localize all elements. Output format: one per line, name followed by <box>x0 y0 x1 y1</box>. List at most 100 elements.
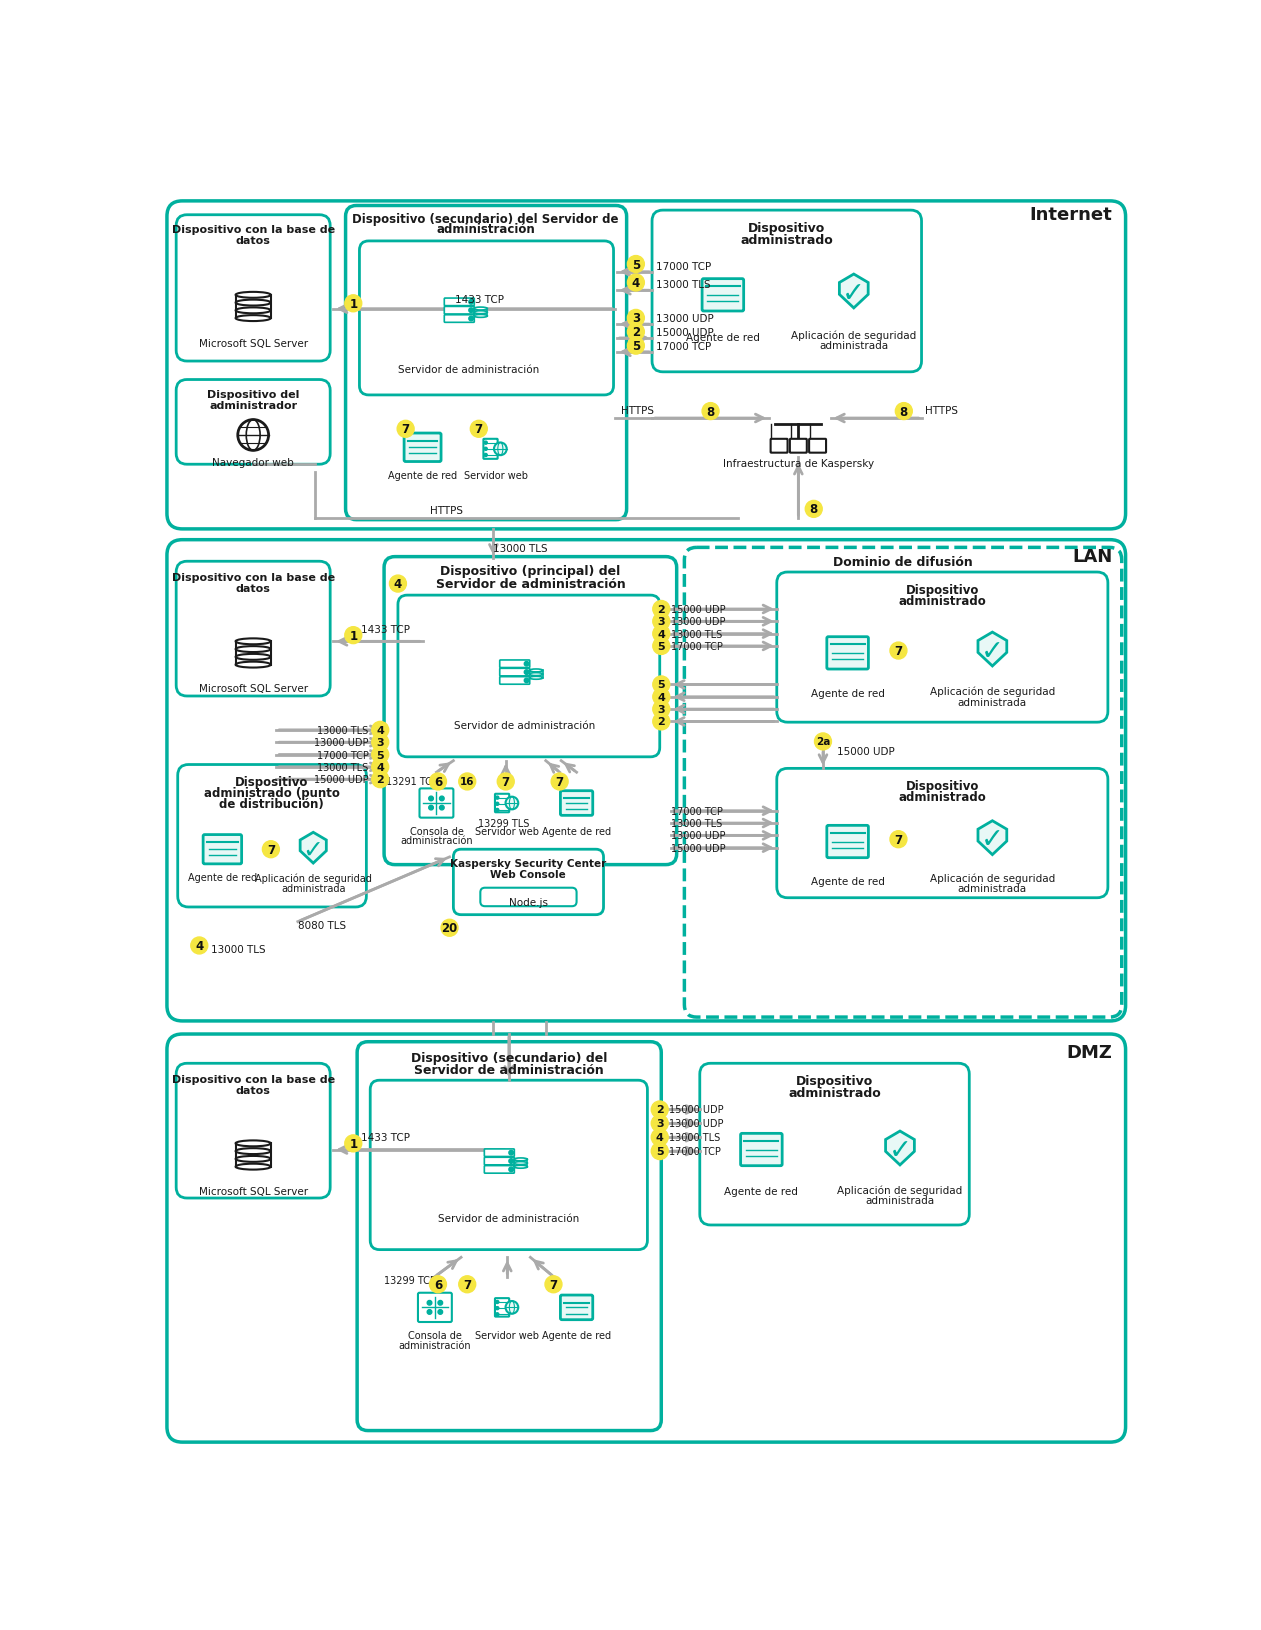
Ellipse shape <box>236 316 271 321</box>
Text: 4: 4 <box>632 277 641 290</box>
Text: 7: 7 <box>463 1278 472 1291</box>
Text: Kaspersky Security Center: Kaspersky Security Center <box>450 859 607 869</box>
Text: 15000 UDP: 15000 UDP <box>671 605 725 615</box>
Text: 13000 TLS: 13000 TLS <box>671 629 721 639</box>
Ellipse shape <box>474 311 488 315</box>
Text: Dispositivo (principal) del: Dispositivo (principal) del <box>440 566 620 579</box>
Text: 8080 TLS: 8080 TLS <box>298 919 346 931</box>
Text: 13000 TLS: 13000 TLS <box>318 763 368 773</box>
Text: Agente de red: Agente de red <box>811 688 884 698</box>
Polygon shape <box>840 275 868 308</box>
Circle shape <box>653 676 670 693</box>
Text: Agente de red: Agente de red <box>811 877 884 887</box>
Circle shape <box>496 1301 499 1304</box>
Circle shape <box>890 831 907 848</box>
FancyBboxPatch shape <box>560 791 593 817</box>
Circle shape <box>372 722 388 738</box>
Text: 5: 5 <box>657 680 665 689</box>
Circle shape <box>525 678 528 683</box>
Circle shape <box>545 1276 562 1293</box>
Text: 3: 3 <box>657 616 665 628</box>
Circle shape <box>427 1311 431 1314</box>
FancyBboxPatch shape <box>685 548 1122 1017</box>
FancyBboxPatch shape <box>371 1081 647 1250</box>
Text: Dominio de difusión: Dominio de difusión <box>834 556 973 569</box>
FancyBboxPatch shape <box>420 789 454 818</box>
Text: HTTPS: HTTPS <box>924 406 957 416</box>
Text: Microsoft SQL Server: Microsoft SQL Server <box>199 339 308 349</box>
Text: 5: 5 <box>632 259 641 271</box>
Text: Agente de red: Agente de red <box>188 872 257 883</box>
Text: 4: 4 <box>657 693 666 703</box>
Circle shape <box>484 448 487 452</box>
Circle shape <box>372 747 388 763</box>
FancyBboxPatch shape <box>177 215 330 362</box>
Circle shape <box>262 841 280 857</box>
Text: 13000 TLS: 13000 TLS <box>211 945 266 955</box>
Text: 4: 4 <box>393 577 402 590</box>
Text: 7: 7 <box>267 843 275 856</box>
Ellipse shape <box>514 1165 527 1169</box>
Circle shape <box>429 805 434 810</box>
Text: 5: 5 <box>377 750 385 760</box>
Circle shape <box>651 1102 668 1118</box>
Text: 6: 6 <box>434 1278 443 1291</box>
Ellipse shape <box>236 662 271 668</box>
Text: Infraestructura de Kaspersky: Infraestructura de Kaspersky <box>723 458 874 469</box>
Polygon shape <box>885 1131 914 1165</box>
Text: ✓: ✓ <box>889 1136 912 1164</box>
Text: Dispositivo: Dispositivo <box>796 1074 873 1087</box>
Text: Servidor web: Servidor web <box>464 471 527 481</box>
Text: administrado: administrado <box>898 595 986 608</box>
Text: 4: 4 <box>657 629 666 639</box>
FancyBboxPatch shape <box>777 572 1108 722</box>
Circle shape <box>509 1159 513 1164</box>
Text: 2: 2 <box>632 326 639 339</box>
Circle shape <box>628 275 644 292</box>
Text: administración: administración <box>398 1340 472 1350</box>
Circle shape <box>551 774 569 791</box>
Text: 17000 TCP: 17000 TCP <box>656 341 711 352</box>
Text: 2a: 2a <box>816 737 830 747</box>
Text: 1433 TCP: 1433 TCP <box>361 1133 410 1143</box>
Text: administrada: administrada <box>281 883 346 893</box>
Circle shape <box>484 442 487 445</box>
Text: 2: 2 <box>657 605 665 615</box>
Circle shape <box>372 771 388 789</box>
Circle shape <box>653 601 670 618</box>
Ellipse shape <box>530 670 543 673</box>
Text: 15000 UDP: 15000 UDP <box>671 843 725 852</box>
Text: 1433 TCP: 1433 TCP <box>455 295 504 305</box>
Text: ✓: ✓ <box>981 826 1004 854</box>
Circle shape <box>238 421 269 452</box>
Text: datos: datos <box>236 236 271 246</box>
Ellipse shape <box>530 676 543 680</box>
Circle shape <box>651 1143 668 1161</box>
Ellipse shape <box>514 1162 527 1165</box>
Ellipse shape <box>236 293 271 298</box>
Circle shape <box>496 1307 499 1311</box>
Circle shape <box>469 300 473 305</box>
FancyBboxPatch shape <box>177 562 330 696</box>
Text: 16: 16 <box>460 778 474 787</box>
FancyBboxPatch shape <box>166 202 1126 530</box>
Text: 7: 7 <box>556 776 564 789</box>
Circle shape <box>653 626 670 642</box>
Circle shape <box>653 689 670 706</box>
Circle shape <box>440 797 444 802</box>
Text: 3: 3 <box>657 704 665 714</box>
Text: Dispositivo con la base de: Dispositivo con la base de <box>171 225 334 235</box>
FancyBboxPatch shape <box>499 668 530 676</box>
Text: 2: 2 <box>656 1105 663 1115</box>
Ellipse shape <box>236 1156 271 1162</box>
Text: administrado: administrado <box>788 1087 881 1100</box>
FancyBboxPatch shape <box>499 676 530 685</box>
Circle shape <box>438 1311 443 1314</box>
Text: 4: 4 <box>656 1133 663 1143</box>
Text: 17000 TCP: 17000 TCP <box>671 807 723 817</box>
Text: Dispositivo con la base de: Dispositivo con la base de <box>171 572 334 582</box>
Circle shape <box>438 1301 443 1306</box>
FancyBboxPatch shape <box>417 1293 451 1322</box>
Text: Aplicación de seguridad: Aplicación de seguridad <box>255 872 372 883</box>
Circle shape <box>628 310 644 328</box>
